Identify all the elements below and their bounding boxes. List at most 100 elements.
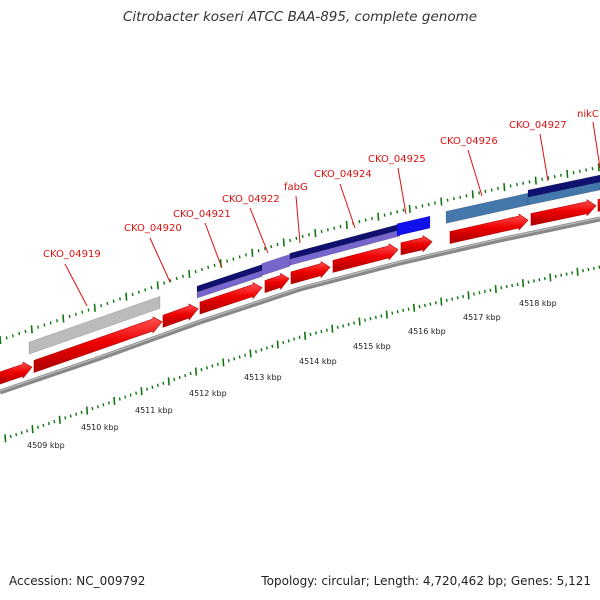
- leader-line: [592, 121, 600, 169]
- upper-tick: [440, 197, 443, 206]
- ruler-tick: [423, 303, 426, 307]
- ruler-tick: [342, 324, 345, 328]
- cds-arrow: [530, 199, 597, 226]
- upper-tick: [276, 242, 279, 247]
- upper-tick: [68, 314, 71, 319]
- upper-tick: [339, 224, 342, 229]
- gene-label-cko-04924: CKO_04924: [314, 169, 372, 180]
- ruler-tick: [15, 432, 18, 437]
- ruler-label-4516: 4516 kbp: [408, 327, 446, 336]
- ruler-label-4514: 4514 kbp: [299, 357, 337, 366]
- lavender-feature: [289, 229, 401, 266]
- upper-tick: [81, 310, 84, 314]
- blue-feature: [396, 215, 431, 237]
- cds-arrow: [264, 272, 290, 293]
- upper-tick: [200, 267, 203, 272]
- upper-tick: [484, 189, 487, 194]
- ruler-tick: [80, 410, 83, 414]
- upper-tick: [308, 233, 310, 237]
- ruler-tick: [85, 406, 89, 415]
- upper-tick: [150, 285, 153, 290]
- upper-tick-track: [0, 163, 600, 345]
- upper-tick: [119, 297, 121, 301]
- ruler-tick: [473, 292, 475, 296]
- gene-label-cko-04925: CKO_04925: [368, 154, 426, 165]
- upper-tick: [194, 270, 197, 274]
- ruler-tick: [543, 277, 546, 281]
- upper-tick: [509, 184, 512, 188]
- ruler-tick: [418, 304, 421, 309]
- feature-track: [28, 174, 600, 355]
- ruler-tick: [434, 301, 437, 305]
- ruler-tick-track: [4, 265, 600, 443]
- ruler-tick: [532, 279, 535, 283]
- ruler-tick: [42, 423, 45, 427]
- ruler-tick: [511, 283, 514, 288]
- ruler-tick: [271, 344, 274, 348]
- ruler-tick: [374, 315, 377, 319]
- upper-tick: [560, 173, 562, 177]
- ruler-tick: [151, 385, 154, 389]
- upper-tick: [371, 216, 373, 220]
- gene-label-cko-04920: CKO_04920: [124, 223, 182, 234]
- leader-line: [339, 183, 356, 229]
- upper-tick: [421, 204, 424, 208]
- ruler-tick: [336, 325, 339, 329]
- ruler-tick: [205, 366, 208, 370]
- ruler-tick: [276, 340, 279, 349]
- ruler-label-4510: 4510 kbp: [81, 423, 119, 432]
- ruler-tick: [118, 397, 121, 401]
- upper-tick: [62, 314, 65, 323]
- ruler-tick: [380, 314, 383, 318]
- ruler-tick: [353, 321, 356, 325]
- upper-tick: [459, 195, 462, 199]
- steel-feature: [527, 181, 600, 206]
- ruler-tick: [314, 331, 317, 335]
- upper-tick: [43, 323, 46, 327]
- map-title: Citrobacter koseri ATCC BAA-895, complet…: [122, 9, 478, 25]
- ruler-tick: [200, 367, 203, 372]
- leader-line: [149, 237, 171, 283]
- upper-tick: [497, 186, 499, 191]
- upper-tick: [345, 220, 348, 229]
- upper-tick: [270, 244, 273, 249]
- upper-tick: [144, 288, 147, 292]
- upper-tick: [282, 238, 285, 247]
- ruler-tick: [156, 383, 159, 387]
- upper-tick: [74, 312, 77, 316]
- upper-tick: [566, 169, 569, 178]
- upper-tick: [490, 188, 493, 192]
- ruler-tick: [64, 416, 67, 420]
- upper-tick: [547, 176, 550, 180]
- backbone-highlight: [0, 217, 600, 392]
- ruler-tick: [478, 291, 481, 295]
- ruler-tick: [124, 395, 127, 399]
- ruler-tick: [391, 311, 394, 315]
- ruler-tick: [500, 286, 503, 290]
- ruler-tick: [194, 367, 198, 376]
- ruler-tick: [549, 273, 552, 282]
- ruler-tick: [178, 375, 181, 380]
- upper-tick: [572, 170, 575, 175]
- upper-tick: [314, 229, 317, 238]
- ruler-tick: [369, 317, 372, 321]
- upper-tick: [553, 174, 556, 179]
- gene-label-cko-04922: CKO_04922: [222, 194, 280, 205]
- ruler-tick: [260, 348, 263, 352]
- label-leader-lines: [64, 121, 600, 307]
- cds-arrow: [199, 281, 263, 315]
- upper-tick: [213, 263, 216, 267]
- upper-tick: [156, 281, 159, 290]
- ruler-tick: [582, 268, 584, 273]
- ruler-tick: [325, 328, 328, 332]
- ruler-tick: [298, 335, 301, 339]
- upper-tick: [125, 292, 128, 301]
- ruler-tick: [440, 297, 443, 306]
- ruler-tick: [309, 332, 312, 336]
- lavender-feature: [196, 270, 263, 299]
- upper-tick: [434, 201, 436, 205]
- upper-tick: [106, 301, 109, 306]
- upper-tick: [591, 167, 594, 171]
- upper-tick: [478, 191, 481, 195]
- ruler-tick: [173, 377, 176, 382]
